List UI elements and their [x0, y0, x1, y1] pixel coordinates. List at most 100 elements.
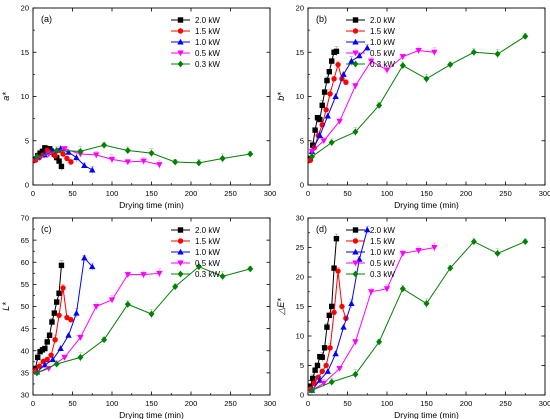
legend-swatch-marker — [352, 50, 359, 57]
data-point — [319, 354, 325, 360]
data-point — [312, 127, 318, 133]
data-point — [93, 152, 100, 159]
data-point — [58, 262, 65, 269]
data-point — [399, 62, 406, 69]
data-point — [310, 375, 316, 382]
legend-label: 0.5 kW — [195, 49, 220, 58]
y-tick-label: 0 — [25, 181, 29, 190]
data-point — [219, 155, 226, 162]
x-tick-label: 150 — [420, 189, 433, 198]
data-point — [431, 49, 438, 56]
legend-label: 1.5 kW — [195, 27, 220, 36]
y-tick-label: 5 — [300, 136, 304, 145]
data-point — [68, 317, 74, 323]
legend: 2.0 kW 1.5 kW 1.0 kW 0.5 kW 0.3 kW — [171, 226, 220, 279]
data-point — [383, 286, 391, 293]
data-point — [324, 368, 331, 374]
x-axis-title: Drying time (min) — [119, 410, 184, 419]
data-point — [323, 362, 329, 369]
data-point — [324, 77, 330, 84]
x-tick-label: 50 — [343, 189, 351, 198]
data-point — [327, 345, 333, 351]
data-point — [376, 338, 383, 346]
y-tick-label: 5 — [300, 361, 304, 370]
x-tick-label: 250 — [499, 189, 512, 198]
data-point — [61, 146, 68, 153]
plot-frame — [32, 217, 271, 396]
data-point — [339, 303, 345, 310]
data-point — [316, 132, 324, 138]
data-point — [329, 303, 335, 310]
data-point — [332, 350, 339, 357]
x-tick-label: 200 — [185, 189, 198, 198]
legend-swatch-marker — [352, 227, 359, 233]
legend: 2.0 kW 1.5 kW 1.0 kW 0.5 kW 0.3 kW — [346, 16, 395, 69]
data-point — [108, 156, 116, 163]
data-point — [49, 356, 56, 363]
legend-label: 1.0 kW — [195, 248, 220, 257]
legend-label: 2.0 kW — [370, 16, 395, 25]
data-point — [148, 310, 155, 318]
data-point — [352, 128, 359, 136]
legend-swatch-marker — [352, 60, 359, 68]
data-point — [331, 265, 337, 271]
x-tick-label: 100 — [106, 399, 119, 408]
x-tick-label: 0 — [306, 399, 310, 408]
x-tick-label: 250 — [224, 189, 237, 198]
y-tick-label: 40 — [21, 346, 29, 355]
data-point — [348, 57, 355, 64]
data-point — [51, 310, 58, 316]
y-tick-label: 45 — [21, 324, 29, 333]
data-point — [52, 153, 58, 159]
data-point — [308, 153, 315, 161]
data-point — [195, 159, 202, 167]
data-point — [314, 362, 321, 369]
legend-label: 1.0 kW — [370, 38, 395, 47]
legend: 2.0 kW 1.5 kW 1.0 kW 0.5 kW 0.3 kW — [346, 226, 395, 279]
data-point — [247, 265, 254, 273]
data-point — [447, 61, 454, 69]
legend-label: 0.3 kW — [195, 270, 220, 279]
y-tick-label: 15 — [21, 48, 29, 57]
x-tick-label: 100 — [106, 189, 119, 198]
y-tick-label: 25 — [296, 243, 304, 252]
legend-swatch-marker — [352, 270, 359, 278]
data-point — [319, 102, 325, 109]
data-point — [307, 383, 314, 389]
data-point — [53, 360, 60, 368]
data-point — [331, 309, 337, 316]
data-point — [124, 159, 131, 166]
y-axis-title: a* — [1, 92, 11, 101]
data-point — [156, 270, 163, 277]
data-point — [494, 250, 501, 257]
y-tick-label: 60 — [21, 258, 29, 267]
data-point — [335, 268, 341, 274]
data-point — [93, 304, 100, 310]
data-point — [383, 67, 391, 74]
legend-label: 1.5 kW — [195, 237, 220, 246]
series-0-5-kW-line — [308, 46, 438, 155]
data-point — [343, 79, 349, 86]
data-point — [42, 345, 48, 352]
data-point — [148, 149, 155, 157]
data-point — [60, 285, 66, 291]
panel-label: (b) — [316, 14, 327, 24]
data-point — [356, 256, 363, 262]
legend-swatch-marker — [177, 38, 184, 45]
y-tick-label: 35 — [21, 369, 29, 378]
plot-frame — [307, 7, 546, 186]
series-line — [36, 144, 251, 164]
x-tick-label: 100 — [381, 399, 394, 408]
data-point — [54, 299, 60, 305]
legend-swatch-marker — [352, 248, 359, 255]
legend-swatch-marker — [177, 60, 184, 68]
data-point — [77, 334, 84, 341]
data-point — [352, 339, 359, 346]
y-tick-label: 65 — [21, 236, 29, 245]
series-line — [311, 240, 526, 391]
panel-label: (c) — [41, 224, 52, 234]
data-point — [77, 353, 84, 361]
series-line — [34, 287, 72, 371]
data-point — [45, 365, 52, 372]
legend-swatch-marker — [177, 17, 184, 23]
